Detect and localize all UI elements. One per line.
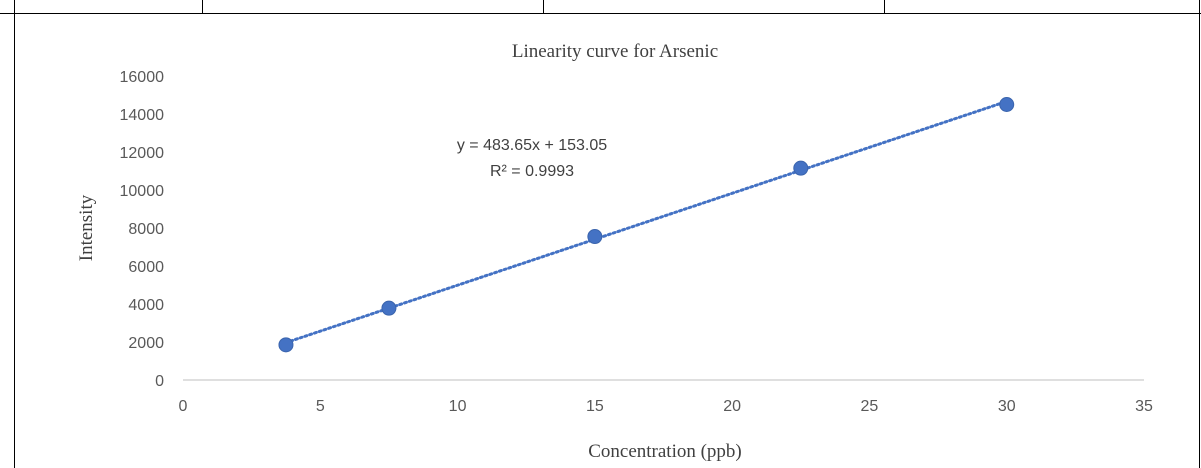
table-bottom-strip — [0, 0, 1201, 14]
y-tick-label: 12000 — [120, 145, 165, 162]
trendline-equation: y = 483.65x + 153.05 — [457, 137, 607, 154]
trendline — [284, 99, 1009, 345]
table-cell-divider — [884, 0, 885, 14]
data-point — [793, 160, 809, 176]
y-tick-label: 16000 — [120, 69, 165, 86]
x-tick-label: 35 — [1135, 398, 1153, 415]
x-tick-label: 30 — [998, 398, 1016, 415]
x-tick-label: 0 — [179, 398, 188, 415]
table-cell-divider — [202, 0, 203, 14]
y-tick-label: 2000 — [128, 335, 164, 352]
data-point — [999, 97, 1015, 112]
y-axis-label: Intensity — [76, 194, 97, 261]
y-tick-label: 10000 — [120, 183, 165, 200]
table-cell-divider — [14, 0, 15, 14]
x-tick-label: 5 — [316, 398, 325, 415]
table-cell-divider — [1199, 0, 1200, 14]
chart-frame-left-border — [14, 14, 15, 468]
data-point — [587, 229, 603, 245]
axis-ticks: 0 5 10 15 20 25 30 35 0 2000 4000 6000 8000 10000 1200… — [120, 69, 1154, 415]
x-tick-label: 25 — [861, 398, 879, 415]
y-tick-label: 14000 — [120, 107, 165, 124]
y-tick-label: 4000 — [128, 297, 164, 314]
x-tick-label: 15 — [586, 398, 604, 415]
x-tick-label: 20 — [723, 398, 741, 415]
table-cell-divider — [543, 0, 544, 14]
data-point — [381, 300, 397, 316]
x-axis-label: Concentration (ppb) — [588, 441, 742, 462]
x-tick-label: 10 — [449, 398, 467, 415]
r-squared-label: R² = 0.9993 — [490, 163, 574, 180]
y-tick-label: 0 — [155, 373, 164, 390]
y-tick-label: 8000 — [128, 221, 164, 238]
chart-frame-right-border — [1199, 14, 1200, 468]
chart-title: Linearity curve for Arsenic — [512, 41, 718, 62]
data-point — [278, 337, 294, 353]
data-points — [278, 97, 1015, 353]
y-tick-label: 6000 — [128, 259, 164, 276]
